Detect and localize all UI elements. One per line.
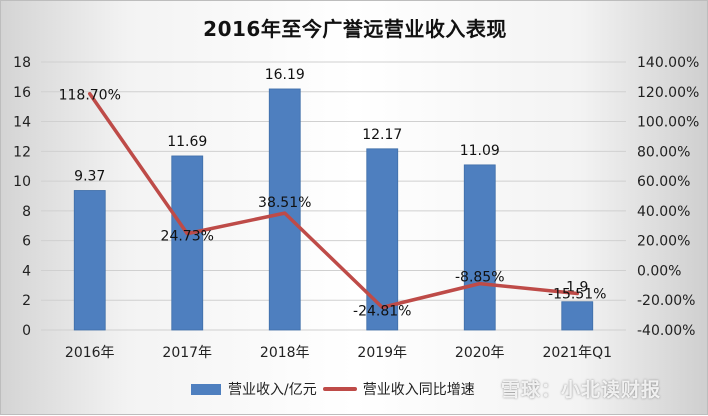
left-axis-tick: 18 [13,55,31,71]
bar-swatch-icon [191,383,221,395]
legend-label-revenue: 营业收入/亿元 [228,382,317,398]
revenue-bar [268,88,301,331]
x-axis-label: 2017年 [162,345,212,361]
legend-item-revenue: 营业收入/亿元 [191,379,317,399]
left-axis-tick: 0 [22,323,31,339]
left-axis-tick: 10 [13,174,31,190]
line-value-label: 24.73% [161,229,214,245]
legend-label-growth: 营业收入同比增速 [362,382,475,398]
left-axis-tick: 16 [13,85,31,101]
x-axis-label: 2019年 [357,345,407,361]
left-axis-tick: 4 [22,263,31,279]
legend-item-growth: 营业收入同比增速 [322,379,475,399]
right-axis-tick: 80.00% [637,144,690,160]
bar-value-label: 16.19 [265,67,305,83]
bar-value-label: 12.17 [362,127,402,143]
line-value-label: 118.70% [59,88,121,104]
revenue-bar [171,155,204,331]
right-axis-tick: 0.00% [637,263,681,279]
line-value-label: -24.81% [353,303,411,319]
revenue-bar [561,301,594,331]
left-axis-tick: 12 [13,144,31,160]
chart-title: 2016年至今广誉远营业收入表现 [203,17,507,41]
line-value-label: -15.51% [548,287,606,303]
bar-value-label: 11.69 [167,134,207,150]
right-axis-tick: 20.00% [637,234,690,250]
right-axis-tick: -40.00% [637,323,695,339]
growth-line [88,91,579,310]
right-axis-tick: 100.00% [637,115,699,131]
right-axis-tick: 60.00% [637,174,690,190]
left-axis-tick: 8 [22,204,31,220]
right-axis-tick: 140.00% [637,55,699,71]
left-axis-tick: 14 [13,115,31,131]
line-value-label: 38.51% [258,195,311,211]
left-axis-tick: 2 [22,293,31,309]
bar-value-label: 9.37 [74,168,105,184]
right-axis-tick: -20.00% [637,293,695,309]
revenue-bar [463,164,496,331]
x-axis-label: 2021年Q1 [542,345,612,361]
left-axis-tick: 6 [22,234,31,250]
line-value-label: -8.85% [455,270,505,286]
x-axis-label: 2016年 [65,345,115,361]
watermark: 雪球：小北读财报 [501,379,662,401]
right-axis-tick: 120.00% [637,85,699,101]
x-axis-label: 2020年 [455,345,505,361]
revenue-bar [73,190,106,331]
right-axis-tick: 40.00% [637,204,690,220]
x-axis-label: 2018年 [260,345,310,361]
line-swatch-icon [322,387,357,391]
bar-value-label: 11.09 [460,143,500,159]
legend: 营业收入/亿元 营业收入同比增速 [191,379,481,399]
